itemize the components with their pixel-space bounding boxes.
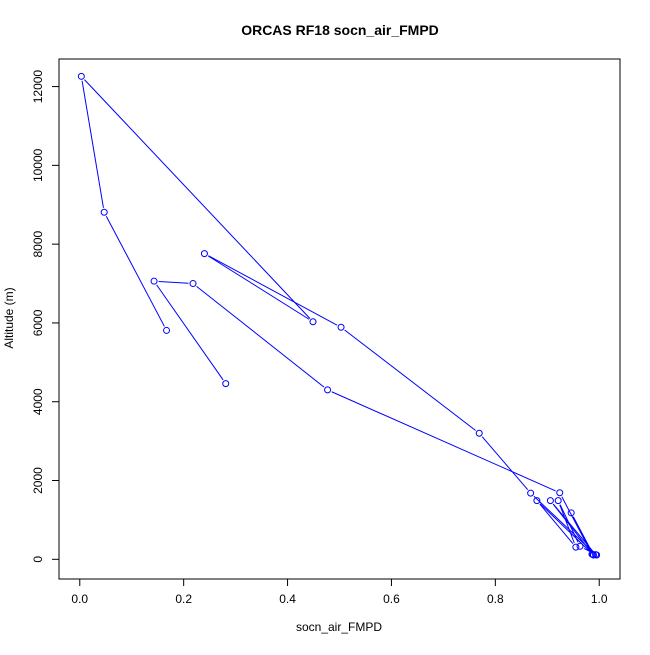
series-segment	[559, 504, 575, 544]
y-tick-label: 0	[31, 556, 45, 563]
series-segment	[344, 329, 476, 431]
data-point	[556, 489, 564, 497]
data-point	[189, 280, 197, 288]
data-point	[592, 551, 600, 559]
series-segment	[208, 255, 338, 326]
series-segment	[84, 79, 311, 319]
series-segment	[81, 80, 104, 208]
data-point	[163, 326, 171, 334]
data-point	[576, 542, 584, 550]
x-tick-label: 1.0	[591, 592, 608, 606]
series-markers	[77, 72, 601, 559]
x-axis-label: socn_air_FMPD	[296, 620, 382, 634]
data-point	[572, 543, 580, 551]
data-point	[309, 318, 317, 326]
data-point	[337, 323, 345, 331]
data-point	[200, 250, 208, 258]
data-point	[77, 72, 85, 80]
series-segment	[533, 495, 593, 552]
data-point	[150, 277, 158, 285]
data-point	[222, 380, 230, 388]
series-segment	[158, 280, 189, 284]
y-tick-label: 8000	[31, 230, 45, 257]
y-tick-label: 10000	[31, 148, 45, 182]
series-segment	[552, 503, 594, 552]
data-point	[567, 509, 575, 517]
series-segment	[481, 436, 529, 491]
data-point	[546, 497, 554, 505]
data-point	[554, 497, 562, 505]
series-segment	[105, 215, 165, 327]
x-tick-label: 0.0	[71, 592, 88, 606]
data-point	[527, 489, 535, 497]
data-point	[324, 386, 332, 394]
series-segment	[156, 284, 224, 381]
data-point	[100, 208, 108, 216]
data-point	[533, 497, 541, 505]
series-segment	[561, 496, 591, 551]
y-axis-label: Altitude (m)	[2, 287, 16, 348]
x-tick-label: 0.6	[383, 592, 400, 606]
series-line	[81, 79, 594, 554]
data-point	[475, 429, 483, 437]
x-tick-label: 0.4	[279, 592, 296, 606]
y-tick-label: 4000	[31, 388, 45, 415]
x-tick-label: 0.8	[487, 592, 504, 606]
y-tick-label: 6000	[31, 309, 45, 336]
y-tick-label: 12000	[31, 70, 45, 104]
data-point	[589, 551, 597, 559]
series-segment	[207, 255, 310, 320]
series-segment	[539, 503, 574, 544]
y-tick-label: 2000	[31, 467, 45, 494]
x-tick-label: 0.2	[175, 592, 192, 606]
chart-title: ORCAS RF18 socn_air_FMPD	[241, 22, 439, 38]
x-axis: 0.0 0.2 0.4 0.6 0.8 1.0	[71, 578, 608, 606]
series-segment	[196, 285, 325, 388]
series-segment	[331, 391, 556, 492]
y-axis: 0 2000 4000 6000 8000 10000 12000	[31, 70, 60, 563]
plot-frame	[58, 58, 621, 580]
